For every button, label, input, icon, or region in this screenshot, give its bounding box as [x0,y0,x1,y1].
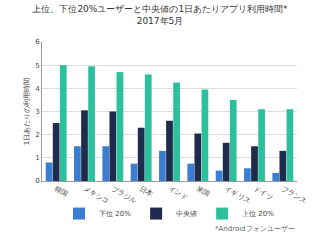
svg-text:韓国: 韓国 [53,185,69,199]
svg-text:ブラジル: ブラジル [110,185,138,206]
svg-text:上位、下位20%ユーザーと中央値の1日あたりアプリ利用時間*: 上位、下位20%ユーザーと中央値の1日あたりアプリ利用時間*2017年5月 [32,4,288,26]
svg-text:4: 4 [35,85,40,93]
svg-text:0: 0 [35,177,39,185]
svg-text:日本: 日本 [138,185,154,199]
svg-text:メキシコ: メキシコ [82,185,110,206]
svg-text:6: 6 [35,38,40,46]
svg-text:3: 3 [35,108,39,116]
svg-text:2: 2 [35,131,39,139]
svg-text:1日あたりの利用時間: 1日あたりの利用時間 [23,78,31,145]
svg-text:米国: 米国 [195,185,211,199]
svg-text:上位 20%: 上位 20% [242,210,274,218]
svg-text:ドイツ: ドイツ [252,185,274,202]
svg-text:1: 1 [35,154,39,162]
svg-text:フランス: フランス [280,185,308,206]
svg-text:中央値: 中央値 [176,210,197,218]
svg-text:インド: インド [167,185,189,202]
svg-text:5: 5 [35,62,39,70]
svg-text:下位 20%: 下位 20% [99,210,131,218]
svg-text:*Androidフォンユーザー: *Androidフォンユーザー [215,225,295,233]
svg-text:イギリス: イギリス [223,185,251,206]
